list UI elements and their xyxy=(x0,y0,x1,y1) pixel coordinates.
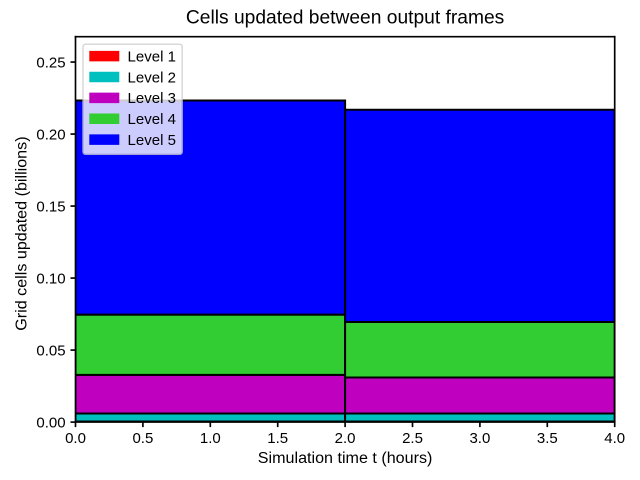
svg-text:1.0: 1.0 xyxy=(200,430,221,447)
svg-text:Cells updated between output f: Cells updated between output frames xyxy=(186,7,504,28)
svg-text:Level 5: Level 5 xyxy=(128,132,176,149)
svg-text:0.0: 0.0 xyxy=(65,430,86,447)
svg-text:Level 2: Level 2 xyxy=(128,69,176,86)
svg-text:3.5: 3.5 xyxy=(537,430,558,447)
svg-text:0.25: 0.25 xyxy=(36,54,65,71)
svg-text:2.0: 2.0 xyxy=(335,430,356,447)
svg-text:0.05: 0.05 xyxy=(36,343,65,360)
svg-text:2.5: 2.5 xyxy=(402,430,423,447)
svg-text:1.5: 1.5 xyxy=(267,430,288,447)
svg-text:0.15: 0.15 xyxy=(36,199,65,216)
svg-text:Simulation time t (hours): Simulation time t (hours) xyxy=(258,449,433,467)
svg-text:Level 3: Level 3 xyxy=(128,90,176,107)
svg-text:0.00: 0.00 xyxy=(36,415,65,432)
svg-text:3.0: 3.0 xyxy=(469,430,490,447)
svg-text:Grid cells updated (billions): Grid cells updated (billions) xyxy=(12,136,30,330)
svg-text:4.0: 4.0 xyxy=(604,430,625,447)
svg-text:Level 1: Level 1 xyxy=(128,48,176,65)
svg-text:0.20: 0.20 xyxy=(36,126,65,143)
svg-text:Level 4: Level 4 xyxy=(128,111,176,128)
svg-text:0.10: 0.10 xyxy=(36,271,65,288)
svg-text:0.5: 0.5 xyxy=(132,430,153,447)
